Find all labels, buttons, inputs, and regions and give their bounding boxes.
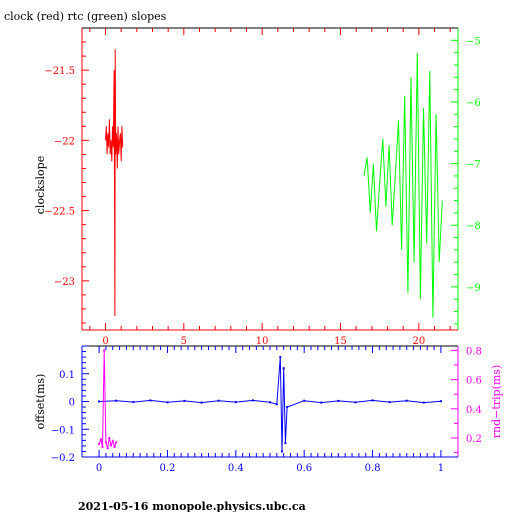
bottom-x-tick-label: 0.2 [160,463,176,474]
offset-point [269,401,271,404]
bottom-x-tick-label: 0 [96,463,102,474]
offset-point [183,399,186,402]
rndtrip-y-tick-label: 0.2 [466,434,482,445]
offset-point [98,400,101,403]
right-y-tick-label: −5 [466,36,481,47]
right-y-tick-label: −7 [466,160,481,171]
top-plot: 0 5 10 15 20 −21.5 −22 −22.5 −23 −5 −6 −7 −8 −9 clocks… [34,27,481,347]
right-y-tick-label: −9 [466,283,481,294]
offset-y-tick-label: 0.1 [59,370,75,381]
left-y-tick-label: −22.5 [44,207,75,218]
offset-point [234,401,237,404]
offset-point [284,442,287,445]
rndtrip-point [110,444,113,447]
offset-point [303,399,306,402]
offset-point [286,406,289,409]
x-tick-label: 10 [256,336,269,347]
offset-axis-title: offset(ms) [34,374,47,430]
offset-point [200,401,203,404]
offset-point [388,401,391,404]
rndtrip-y-tick-label: 0.4 [466,405,482,416]
offset-point [166,401,169,404]
offset-point [282,367,285,370]
bottom-x-tick-label: 0.6 [296,463,312,474]
right-y-tick-label: −8 [466,221,481,232]
chart-title: clock (red) rtc (green) slopes [4,10,167,23]
offset-point [281,450,283,453]
y-axis-title: clockslope [34,156,47,214]
rndtrip-point [98,442,101,445]
offset-point [149,399,152,402]
x-tick-label: 5 [181,336,187,347]
rndtrip-point [113,445,116,448]
offset-point [217,399,220,402]
offset-point [320,401,323,404]
rndtrip-point [106,447,109,450]
offset-point [337,399,340,402]
offset-point [371,399,374,402]
bottom-x-tick-label: 0.8 [365,463,381,474]
offset-y-tick-label: −0.2 [51,453,75,464]
rndtrip-point [108,437,111,439]
left-y-tick-label: −21.5 [44,66,75,77]
footer-caption: 2021-05-16 monopole.physics.ubc.ca [78,500,306,512]
right-y-tick-label: −6 [466,98,481,109]
rndtrip-series-line [98,350,117,449]
bottom-x-tick-label: 0.4 [228,463,244,474]
left-y-tick-label: −23 [54,277,75,288]
offset-y-tick-label: −0.1 [51,425,75,436]
rndtrip-point [104,441,107,444]
bottom-plot: 0 0.2 0.4 0.6 0.8 1 0.1 0 −0.1 −0.2 0.8 0.6 0.4 0.2 of… [34,345,503,474]
rndtrip-axis-title: rnd−trip(ms) [490,365,503,439]
x-tick-label: 20 [412,336,425,347]
rndtrip-y-tick-label: 0.8 [466,346,482,357]
offset-point [132,401,135,404]
offset-y-tick-label: 0 [69,398,75,409]
offset-series-line [99,357,441,452]
rtc-slope-series-line [363,52,443,318]
offset-point [275,403,278,406]
offset-point [251,399,254,402]
rndtrip-point [111,439,114,442]
x-tick-label: 0 [102,336,108,347]
offset-point [354,401,357,404]
rndtrip-y-tick-label: 0.6 [466,376,482,387]
offset-point [405,399,408,402]
offset-point [279,356,282,359]
bottom-x-tick-label: 1 [438,463,444,474]
rndtrip-point [115,441,118,444]
left-y-tick-label: −22 [54,136,75,147]
rndtrip-point [101,445,104,448]
offset-point [439,400,442,403]
x-tick-label: 15 [334,336,347,347]
offset-point [115,399,118,402]
rndtrip-point [103,349,106,352]
clock-slope-series-line [105,49,124,317]
offset-point [422,401,425,404]
rndtrip-point [99,438,102,441]
